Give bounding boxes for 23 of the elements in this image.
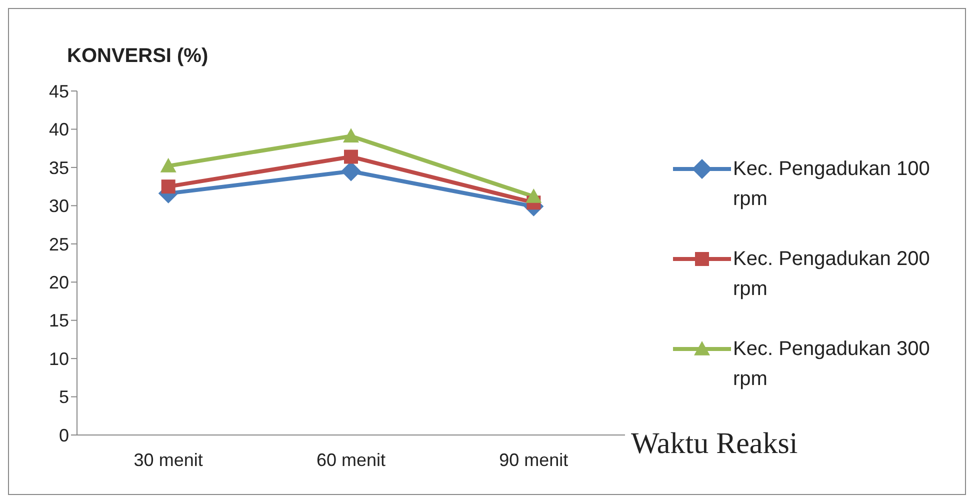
y-tick-label: 35 xyxy=(48,158,69,178)
point xyxy=(343,128,359,142)
x-tick-label: 60 menit xyxy=(316,450,386,470)
point xyxy=(526,188,542,203)
y-tick-label: 10 xyxy=(48,348,69,369)
y-tick-label: 25 xyxy=(48,234,69,254)
x-tick-label: 90 menit xyxy=(499,450,568,470)
legend-label: Kec. Pengadukan 300 rpm xyxy=(733,337,931,392)
legend-label: Kec. Pengadukan 100 rpm xyxy=(733,157,931,212)
y-tick-label: 30 xyxy=(48,196,69,216)
y-axis-title: KONVERSI (%) xyxy=(67,45,208,68)
x-axis-title: Waktu Reaksi xyxy=(631,427,798,461)
y-tick-label: 0 xyxy=(58,425,69,446)
legend-label: Kec. Pengadukan 200 rpm xyxy=(733,247,931,302)
y-tick-label: 15 xyxy=(48,310,69,331)
y-tick-label: 45 xyxy=(48,81,69,102)
point xyxy=(160,158,176,172)
point xyxy=(161,180,176,194)
y-tick-label: 20 xyxy=(48,272,69,292)
y-tick-label: 40 xyxy=(48,120,69,140)
point xyxy=(344,150,358,164)
x-tick-label: 30 menit xyxy=(134,450,203,470)
y-tick-label: 5 xyxy=(58,387,69,408)
